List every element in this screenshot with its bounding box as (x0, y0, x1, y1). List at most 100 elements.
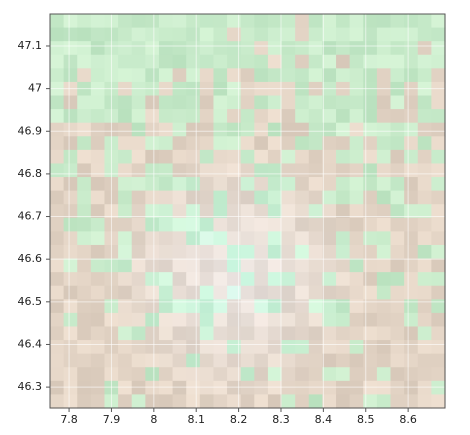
raster-cell (349, 217, 364, 232)
raster-cell (131, 326, 146, 341)
raster-cell (363, 149, 378, 165)
raster-cell (186, 163, 201, 178)
raster-cell (50, 367, 65, 382)
raster-cell (63, 54, 78, 69)
raster-cell (186, 204, 201, 219)
raster-cell (322, 394, 337, 409)
raster-cell (90, 54, 106, 69)
raster-cell (363, 136, 378, 151)
raster-cell (267, 95, 283, 110)
raster-cell (227, 177, 242, 192)
raster-cell (336, 258, 351, 273)
raster-cell (186, 190, 201, 205)
raster-cell (336, 109, 351, 124)
raster-cell (267, 136, 283, 151)
raster-cell (254, 394, 269, 409)
raster-cell (90, 163, 106, 178)
raster-cell (336, 272, 351, 287)
raster-cell (376, 122, 392, 137)
raster-cell (186, 340, 201, 355)
raster-cell (186, 326, 201, 341)
raster-cell (322, 380, 337, 396)
raster-cell (322, 136, 337, 151)
raster-cell (145, 244, 160, 260)
raster-cell (336, 136, 351, 151)
raster-cell (90, 41, 106, 56)
raster-cell (50, 231, 65, 246)
raster-cell (227, 109, 242, 124)
raster-cell (281, 340, 296, 355)
raster-cell (267, 27, 283, 42)
raster-cell (240, 190, 255, 205)
raster-cell (417, 68, 432, 83)
raster-cell (77, 27, 92, 42)
raster-cell (131, 244, 146, 260)
raster-cell (145, 340, 160, 355)
raster-cell (172, 326, 187, 341)
raster-cell (118, 380, 133, 396)
raster-cell (267, 54, 283, 69)
raster-cell (213, 231, 228, 246)
raster-cell (363, 68, 378, 83)
raster-cell (158, 136, 174, 151)
raster-cell (417, 122, 432, 137)
raster-cell (50, 380, 65, 396)
raster-cell (50, 163, 65, 178)
raster-cell (281, 177, 296, 192)
raster-cell (199, 163, 215, 178)
raster-cell (118, 41, 133, 56)
raster-cell (118, 312, 133, 328)
y-tick-label: 47 (28, 82, 42, 95)
raster-cell (77, 244, 92, 260)
raster-cell (213, 244, 228, 260)
raster-cell (254, 109, 269, 124)
raster-cell (376, 14, 392, 29)
raster-cell (186, 272, 201, 287)
raster-cell (336, 312, 351, 328)
raster-cell (186, 217, 201, 232)
raster-cell (186, 27, 201, 42)
raster-cell (145, 54, 160, 69)
raster-cell (431, 95, 446, 110)
raster-cell (227, 54, 242, 69)
raster-cell (227, 367, 242, 382)
raster-cell (213, 380, 228, 396)
raster-cell (295, 394, 310, 409)
raster-cell (349, 394, 364, 409)
raster-cell (349, 163, 364, 178)
raster-cell (281, 27, 296, 42)
raster-cell (199, 95, 215, 110)
raster-cell (295, 163, 310, 178)
raster-cell (254, 326, 269, 341)
raster-cell (131, 136, 146, 151)
raster-cell (336, 299, 351, 314)
raster-cell (158, 285, 174, 300)
raster-cell (349, 244, 364, 260)
raster-cell (336, 380, 351, 396)
raster-cell (336, 122, 351, 137)
raster-cell (77, 394, 92, 409)
raster-cell (349, 14, 364, 29)
raster-cell (227, 380, 242, 396)
raster-cell (431, 285, 446, 300)
raster-cell (390, 367, 405, 382)
raster-cell (376, 95, 392, 110)
raster-cell (77, 258, 92, 273)
raster-cell (295, 109, 310, 124)
raster-cell (213, 190, 228, 205)
raster-cell (363, 244, 378, 260)
raster-cell (77, 367, 92, 382)
raster-cell (131, 14, 146, 29)
raster-cell (186, 353, 201, 368)
raster-cell (336, 231, 351, 246)
raster-cell (254, 95, 269, 110)
raster-cell (199, 367, 215, 382)
raster-cell (118, 177, 133, 192)
raster-cell (390, 312, 405, 328)
raster-cell (63, 122, 78, 137)
raster-cell (349, 380, 364, 396)
raster-cell (349, 312, 364, 328)
raster-cell (254, 190, 269, 205)
raster-cell (145, 312, 160, 328)
raster-cell (186, 136, 201, 151)
